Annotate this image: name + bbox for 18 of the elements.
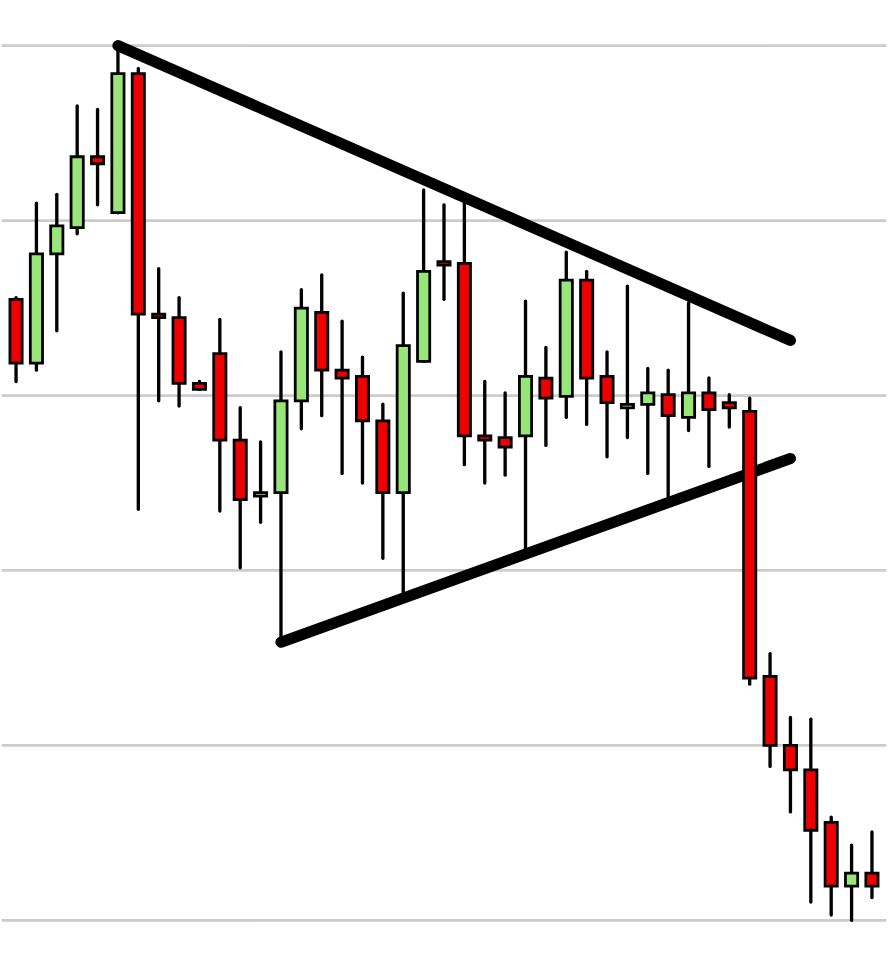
candlestick <box>253 440 269 525</box>
candlestick <box>90 107 106 207</box>
candlestick <box>619 284 635 440</box>
candlestick <box>334 319 350 476</box>
candlestick <box>640 366 656 476</box>
candlestick <box>436 203 452 301</box>
candlestick <box>538 345 554 448</box>
candlestick <box>864 830 880 900</box>
candlestick <box>354 355 370 485</box>
candlestick <box>599 350 615 459</box>
candlestick <box>497 391 513 477</box>
candlestick <box>49 192 65 333</box>
candlestick <box>151 267 167 403</box>
candlestick <box>701 376 717 469</box>
candlestick <box>782 715 798 814</box>
candlestick <box>477 379 493 485</box>
candlestick <box>844 843 860 922</box>
candlestick <box>721 392 737 429</box>
